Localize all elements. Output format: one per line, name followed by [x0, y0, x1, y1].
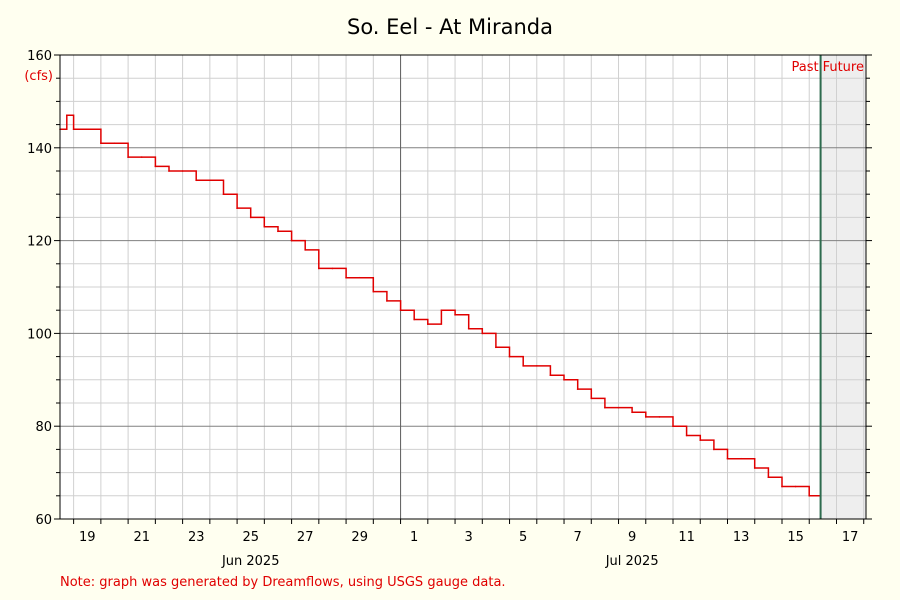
flow-data-point — [427, 323, 429, 325]
y-tick-label: 100 — [27, 327, 52, 342]
grid — [60, 54, 866, 520]
flow-data-point — [277, 230, 279, 233]
flow-data-point — [440, 309, 443, 312]
flow-data-point — [358, 276, 361, 279]
flow-data-point — [181, 170, 184, 172]
flow-data-point — [590, 397, 593, 400]
footnote: Note: graph was generated by Dreamflows,… — [60, 575, 506, 590]
flow-data-point — [658, 416, 661, 418]
x-day-label: 11 — [678, 530, 695, 545]
flow-series-line — [60, 114, 821, 497]
x-day-label: 17 — [842, 530, 859, 545]
past-label: Past — [791, 60, 818, 75]
flow-data-point — [685, 434, 688, 437]
flow-data-point — [413, 318, 415, 321]
flow-data-point — [522, 365, 524, 367]
flow-data-point — [563, 379, 565, 381]
flow-data-point — [140, 156, 143, 158]
flow-data-point — [66, 114, 68, 117]
x-day-label: 7 — [574, 530, 582, 545]
flow-data-point — [753, 467, 756, 469]
flow-data-point — [372, 290, 375, 293]
flow-data-point — [249, 216, 252, 219]
flow-data-point — [290, 239, 293, 242]
flow-data-point — [113, 142, 116, 144]
flow-data-point — [236, 207, 238, 209]
x-day-label: 25 — [242, 530, 259, 545]
flow-data-point — [222, 193, 225, 195]
x-day-label: 21 — [133, 530, 150, 545]
flow-data-point — [672, 425, 674, 428]
y-tick-label: 120 — [27, 235, 52, 250]
x-day-label: 9 — [628, 530, 636, 545]
series-layer — [59, 114, 822, 497]
flow-data-point — [699, 439, 702, 441]
flow-data-point — [318, 267, 320, 270]
flow-data-point — [100, 142, 102, 144]
flow-data-point — [549, 374, 552, 376]
flow-data-point — [86, 128, 89, 131]
flow-data-point — [467, 327, 470, 330]
x-day-label: 13 — [733, 530, 750, 545]
x-day-label: 3 — [465, 530, 473, 545]
flow-data-point — [604, 406, 606, 409]
y-tick-label: 80 — [35, 420, 52, 435]
flow-data-point — [399, 309, 402, 312]
x-day-label: 15 — [787, 530, 804, 545]
flow-data-point — [168, 170, 170, 172]
flow-data-point — [631, 411, 633, 414]
flow-data-point — [154, 165, 157, 168]
x-day-label: 5 — [519, 530, 527, 545]
x-day-label: 29 — [351, 530, 368, 545]
flow-data-point — [331, 267, 334, 270]
flow-data-point — [386, 300, 388, 302]
flow-data-point — [740, 457, 742, 460]
y-tick-label: 140 — [27, 142, 52, 157]
x-month-label: Jun 2025 — [221, 554, 280, 569]
future-label: Future — [823, 60, 864, 75]
y-tick-label: 160 — [27, 49, 52, 64]
flow-data-point — [195, 179, 198, 182]
flow-data-point — [304, 249, 307, 251]
flow-data-point — [495, 346, 497, 349]
flow-data-point — [644, 416, 647, 418]
x-day-label: 27 — [297, 530, 314, 545]
y-tick-label: 60 — [35, 513, 52, 528]
flow-data-point — [535, 365, 538, 367]
y-axis-unit: (cfs) — [24, 69, 53, 84]
flow-data-point — [767, 476, 770, 479]
x-day-label: 1 — [410, 530, 418, 545]
flow-data-point — [808, 495, 811, 497]
flow-data-point — [726, 457, 729, 460]
chart-title: So. Eel - At Miranda — [347, 15, 553, 39]
flow-data-point — [617, 406, 620, 409]
flow-data-point — [209, 179, 211, 182]
x-month-label: Jul 2025 — [605, 554, 659, 569]
flow-data-point — [345, 276, 347, 279]
flow-data-point — [794, 485, 797, 488]
flow-data-point — [72, 128, 75, 131]
x-day-label: 19 — [79, 530, 96, 545]
flow-data-point — [781, 485, 783, 488]
flow-data-point — [713, 448, 715, 451]
flow-data-point — [576, 388, 579, 390]
flow-data-point — [481, 332, 484, 335]
x-day-label: 23 — [188, 530, 205, 545]
flow-data-point — [508, 355, 511, 358]
flow-data-point — [127, 156, 129, 158]
flow-data-point — [263, 225, 266, 228]
flow-data-point — [454, 314, 456, 316]
